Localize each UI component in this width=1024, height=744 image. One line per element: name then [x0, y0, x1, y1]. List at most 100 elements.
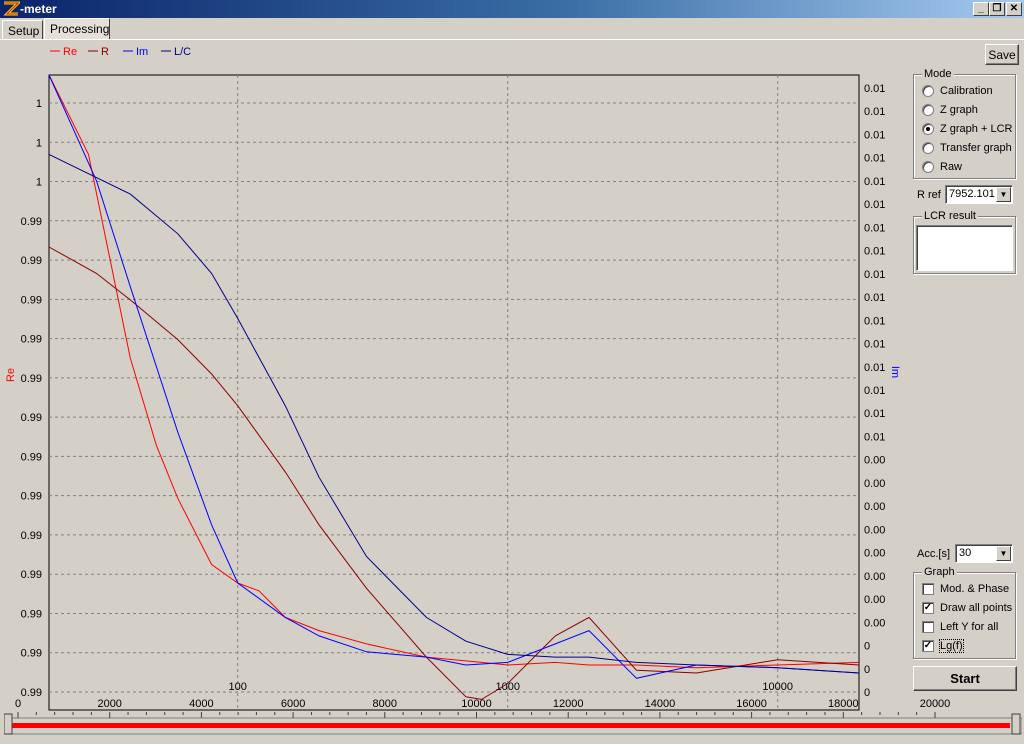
y-right-tick-label: 0.00	[864, 571, 885, 583]
y-left-tick-label: 0.99	[21, 373, 42, 385]
title-bar: -meter _ ❐ ✕	[0, 0, 1024, 18]
radio-selected-icon[interactable]	[922, 123, 934, 135]
y-right-tick-label: 0.00	[864, 524, 885, 536]
z-logo-icon	[3, 1, 20, 16]
y-right-tick-label: 0.01	[864, 129, 885, 141]
graph-group: Graph Mod. & Phase ✓ Draw all points Left…	[913, 566, 1016, 659]
rref-value: 7952.101	[949, 188, 995, 200]
check-label: Left Y for all	[940, 621, 999, 633]
mode-option-z-graph[interactable]: Z graph	[922, 102, 978, 118]
plot-area	[48, 74, 860, 711]
y-right-tick-label: 0.01	[864, 362, 885, 374]
restore-button[interactable]: ❐	[989, 2, 1005, 16]
slider-tick-label: 0	[15, 698, 21, 710]
y-right-tick-label: 0.01	[864, 246, 885, 258]
slider-tick-label: 8000	[373, 698, 397, 710]
tab-setup-label: Setup	[8, 24, 40, 38]
checkbox-icon[interactable]	[922, 583, 934, 595]
mode-group-label: Mode	[922, 68, 954, 80]
y-left-tick-label: 1	[36, 137, 42, 149]
y-right-tick-label: 0.00	[864, 455, 885, 467]
checkbox-checked-icon[interactable]: ✓	[922, 602, 934, 614]
chevron-down-icon[interactable]: ▼	[996, 546, 1011, 561]
y-right-tick-label: 0.01	[864, 431, 885, 443]
y-left-tick-label: 0.99	[21, 294, 42, 306]
chart-grid	[49, 75, 859, 710]
tab-setup[interactable]: Setup	[2, 20, 43, 40]
frequency-slider[interactable]	[4, 712, 1022, 736]
mode-option-label: Transfer graph	[940, 142, 1012, 154]
mode-option-label: Z graph	[940, 104, 978, 116]
series-line-re	[48, 74, 860, 669]
check-label: Draw all points	[940, 602, 1013, 614]
y-right-tick-label: 0.01	[864, 408, 885, 420]
slider-tick-label: 10000	[461, 698, 492, 710]
checkbox-checked-icon[interactable]: ✓	[922, 640, 934, 652]
y-left-tick-label: 0.99	[21, 216, 42, 228]
y-right-tick-label: 0.00	[864, 594, 885, 606]
x-ticks: 100 1000 10000	[229, 681, 793, 693]
y-left-tick-label: 0.99	[21, 687, 42, 699]
slider-tick-label: 18000	[828, 698, 859, 710]
mode-option-transfer-graph[interactable]: Transfer graph	[922, 140, 1012, 156]
slider-tick-label: 14000	[645, 698, 676, 710]
radio-icon[interactable]	[922, 142, 934, 154]
check-label: Lg(f)	[939, 639, 964, 653]
y-right-tick-label: 0.00	[864, 478, 885, 490]
acc-combo[interactable]: 30 ▼	[955, 544, 1013, 563]
slider-right-handle[interactable]	[1011, 713, 1021, 735]
legend-label: Re	[63, 46, 77, 58]
acc-value: 30	[959, 547, 972, 559]
y-left-tick-label: 0.99	[21, 530, 42, 542]
check-left-y-for-all[interactable]: Left Y for all	[922, 619, 998, 635]
impedance-chart: Re R Im L/C 1 1 1 0.99 0.99 0.99 0.99 0.99 0.99 0.99…	[5, 46, 901, 711]
check-draw-all-points[interactable]: ✓ Draw all points	[922, 600, 1012, 616]
slider-range[interactable]	[12, 723, 1010, 728]
slider-tick-label: 12000	[553, 698, 584, 710]
y-right-tick-label: 0	[864, 641, 870, 653]
graph-group-label: Graph	[922, 566, 957, 578]
rref-label: R ref	[917, 189, 941, 201]
slider-tick-label: 2000	[97, 698, 121, 710]
mode-option-z-graph-lcr[interactable]: Z graph + LCR	[922, 121, 1012, 137]
mode-option-raw[interactable]: Raw	[922, 159, 962, 175]
radio-icon[interactable]	[922, 104, 934, 116]
radio-icon[interactable]	[922, 161, 934, 173]
y-right-tick-label: 0.01	[864, 385, 885, 397]
chevron-down-icon[interactable]: ▼	[996, 187, 1011, 202]
checkbox-icon[interactable]	[922, 621, 934, 633]
y-axis-label-right: Im	[889, 366, 901, 378]
mode-option-calibration[interactable]: Calibration	[922, 83, 993, 99]
slider-ticks	[17, 712, 936, 718]
y-left-tick-label: 0.99	[21, 648, 42, 660]
y-left-tick-label: 0.99	[21, 255, 42, 267]
y-right-tick-label: 0.01	[864, 269, 885, 281]
start-button[interactable]: Start	[913, 666, 1017, 691]
y-left-tick-label: 0.99	[21, 491, 42, 503]
check-lg-f[interactable]: ✓ Lg(f)	[922, 638, 964, 654]
tab-processing[interactable]: Processing	[44, 18, 110, 40]
y-right-tick-label: 0.01	[864, 339, 885, 351]
y-right-tick-label: 0.00	[864, 617, 885, 629]
slider-tick-label: 20000	[920, 698, 951, 710]
tab-processing-label: Processing	[50, 22, 110, 36]
legend-label: R	[101, 46, 109, 58]
y-left-tick-label: 1	[36, 98, 42, 110]
legend-label: L/C	[174, 46, 191, 58]
x-tick-label: 100	[229, 681, 247, 693]
y-right-tick-label: 0.00	[864, 501, 885, 513]
close-button[interactable]: ✕	[1006, 2, 1022, 16]
y-left-tick-label: 1	[36, 177, 42, 189]
slider-left-handle[interactable]	[4, 713, 13, 735]
y-right-tick-label: 0.00	[864, 548, 885, 560]
y-right-tick-label: 0.01	[864, 153, 885, 165]
save-button[interactable]: Save	[985, 44, 1019, 65]
y-right-tick-label: 0.01	[864, 222, 885, 234]
check-mod-phase[interactable]: Mod. & Phase	[922, 581, 1009, 597]
rref-combo[interactable]: 7952.101 ▼	[945, 185, 1013, 204]
check-label: Mod. & Phase	[940, 583, 1010, 595]
y-right-tick-label: 0.01	[864, 199, 885, 211]
radio-icon[interactable]	[922, 85, 934, 97]
minimize-button[interactable]: _	[973, 2, 989, 16]
y-left-ticks: 1 1 1 0.99 0.99 0.99 0.99 0.99 0.99 0.99 0.99 0.99 0…	[21, 98, 42, 699]
